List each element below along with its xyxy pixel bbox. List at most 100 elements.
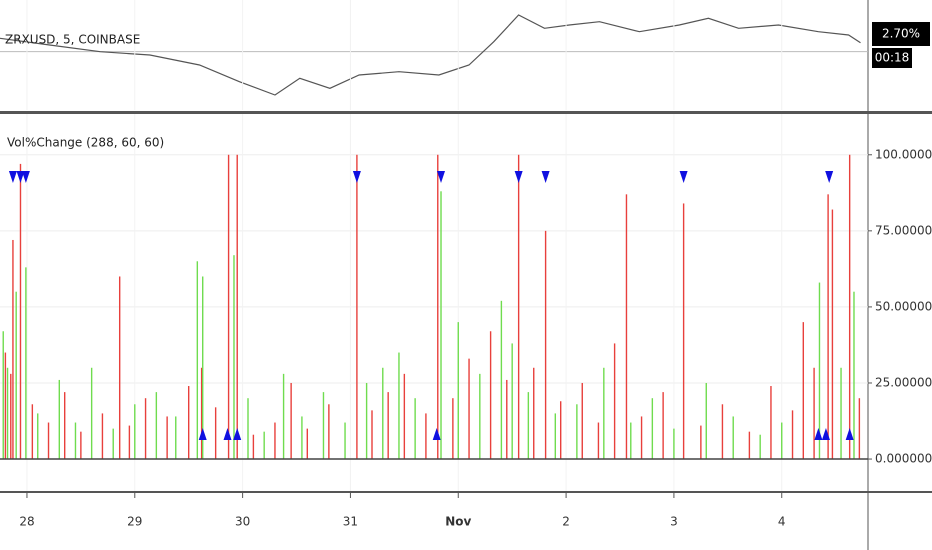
bar	[533, 367, 535, 460]
bar	[6, 367, 9, 460]
bar	[840, 367, 842, 460]
signal-down	[825, 171, 834, 183]
bar	[489, 331, 492, 460]
bar	[781, 422, 783, 460]
x-tick-label: 3	[670, 515, 678, 529]
bar	[15, 291, 17, 460]
bar	[853, 291, 855, 460]
bar	[387, 392, 389, 460]
bar	[274, 422, 276, 460]
bar	[322, 392, 325, 460]
pane-divider	[0, 491, 932, 493]
bar	[118, 276, 121, 460]
bar	[700, 425, 702, 460]
bar	[252, 434, 255, 460]
y-tick-label: 0.000000	[875, 452, 932, 466]
bar	[403, 373, 406, 460]
bar	[166, 416, 168, 460]
bar	[544, 230, 547, 460]
signal-up	[198, 428, 207, 440]
bar	[398, 352, 400, 460]
signal-down	[16, 171, 25, 183]
signal-down	[21, 171, 30, 183]
x-tick-label: 28	[19, 515, 34, 529]
bar	[301, 416, 303, 460]
bar	[155, 392, 158, 460]
bar	[576, 404, 578, 460]
signal-down	[514, 171, 523, 183]
bar	[196, 261, 199, 460]
bar	[233, 255, 235, 460]
signal-down	[352, 171, 361, 183]
bar	[554, 413, 557, 460]
bar	[90, 367, 93, 460]
y-tick-label: 100.000000	[875, 147, 932, 161]
bar	[58, 379, 61, 460]
bar	[263, 431, 265, 460]
bar	[19, 163, 22, 460]
bar	[818, 282, 821, 460]
bar	[80, 431, 82, 460]
bar	[187, 386, 190, 460]
bar	[625, 194, 628, 460]
bar	[791, 410, 794, 460]
price-line	[0, 14, 861, 96]
bar	[682, 203, 685, 460]
bar	[382, 367, 384, 460]
bar	[517, 154, 520, 460]
bar	[37, 413, 39, 460]
signal-down	[679, 171, 688, 183]
bar	[31, 404, 34, 460]
bar	[858, 398, 861, 460]
bar	[63, 392, 66, 460]
bar	[10, 373, 12, 460]
bar	[328, 404, 330, 460]
bar	[651, 398, 654, 460]
bar	[640, 416, 643, 460]
y-tick-label: 25.000000	[875, 375, 932, 389]
signal-up	[845, 428, 854, 440]
countdown-box	[872, 48, 912, 68]
signal-down	[8, 171, 17, 183]
bar	[437, 154, 439, 460]
bar	[613, 343, 616, 460]
indicator-title: Vol%Change (288, 60, 60)	[7, 136, 164, 150]
bar	[827, 194, 829, 460]
bar	[581, 382, 583, 460]
bar	[144, 398, 147, 460]
bar	[721, 404, 724, 460]
indicator-pane: 0.000000 25.000000 50.000000 75.000000 100.0…	[0, 0, 932, 529]
bar	[47, 422, 50, 460]
bar	[748, 431, 751, 460]
bar	[759, 434, 761, 460]
bar	[2, 331, 4, 460]
bar	[200, 367, 203, 460]
bar	[802, 322, 805, 460]
bar	[227, 154, 230, 460]
bar	[452, 398, 454, 460]
bar	[12, 239, 14, 460]
countdown: 00:18	[875, 51, 910, 65]
bar	[134, 404, 136, 460]
bar	[247, 398, 249, 460]
pane-divider	[0, 111, 932, 114]
signal-up	[223, 428, 232, 440]
price-label: 2.70%	[882, 27, 920, 41]
bar	[630, 422, 632, 460]
signal-up	[814, 428, 823, 440]
bar	[25, 267, 27, 460]
x-tick-label: 30	[235, 515, 250, 529]
bar	[306, 428, 309, 460]
bar	[705, 382, 707, 460]
signal-up	[821, 428, 830, 440]
bar	[214, 407, 217, 460]
bar	[290, 382, 292, 460]
bar	[457, 322, 459, 460]
y-tick-label: 50.000000	[875, 299, 932, 313]
bar	[282, 373, 285, 460]
bar	[603, 367, 605, 460]
bar	[425, 413, 427, 460]
bar	[831, 209, 834, 460]
bar	[662, 392, 664, 460]
price-pane	[0, 14, 868, 96]
